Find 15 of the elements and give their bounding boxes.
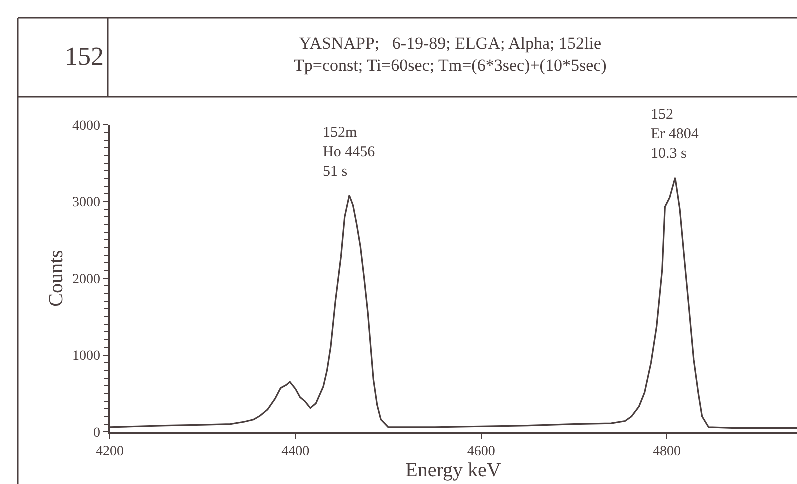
y-tick-label: 2000 (72, 272, 100, 288)
annotation: 152m Ho 4456 51 s (323, 125, 376, 180)
y-tick-label: 4000 (72, 118, 100, 134)
y-tick-label: 0 (93, 426, 100, 441)
x-tick-label: 4600 (467, 444, 496, 460)
x-tick-label: 4800 (653, 444, 682, 460)
y-tick-label: 3000 (72, 196, 100, 211)
annotation: 152 Er 4804 10.3 s (651, 107, 700, 162)
y-axis-title: Counts (45, 250, 68, 307)
x-axis-title: Energy keV (406, 460, 502, 482)
x-tick-label: 4200 (96, 444, 124, 460)
x-tick-label: 4400 (282, 444, 310, 460)
chart-title: YASNAPP; 6-19-89; ELGA; Alpha; 152lie Tp=const; Ti=60sec; Tm=(6*3sec)+(10*5sec) (294, 34, 607, 76)
text: 152 (65, 42, 104, 71)
y-tick-label: 1000 (72, 349, 100, 364)
